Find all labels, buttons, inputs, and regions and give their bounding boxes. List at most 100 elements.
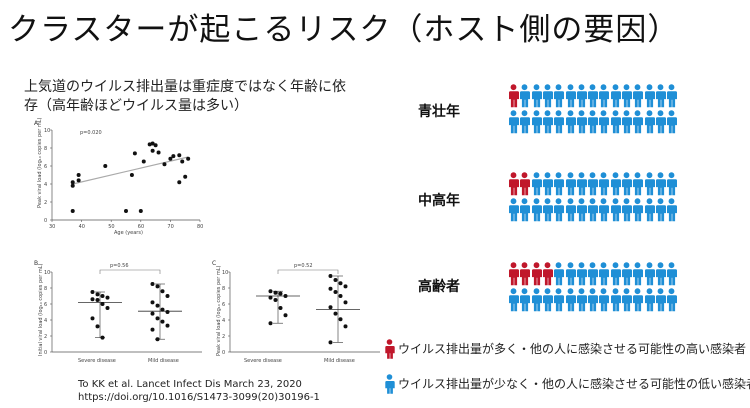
- panel-a-y-tick-label: 0: [44, 218, 47, 224]
- blue-person-icon: [554, 172, 565, 196]
- panel-b-point: [100, 335, 105, 340]
- panel-c-bracket: [277, 269, 339, 274]
- panel-a-y-tick-label: 8: [44, 146, 47, 152]
- panel-b-point: [150, 282, 155, 286]
- panel-b-point: [90, 297, 95, 302]
- group-label-young-adults: 青壮年: [418, 104, 460, 120]
- blue-person-icon: [622, 84, 632, 108]
- blue-person-icon: [576, 198, 587, 222]
- blue-person-icon: [385, 374, 395, 394]
- panel-b-point: [155, 303, 160, 308]
- panel-a-point: [180, 159, 185, 164]
- blue-person-icon: [588, 110, 599, 134]
- panel-c-point: [338, 294, 343, 298]
- blue-person-icon: [542, 172, 553, 196]
- panel-a-x-tick-label: 50: [108, 224, 114, 230]
- panel-a-xlabel: Age (years): [114, 230, 143, 236]
- panel-b-y-tick-label: 8: [44, 286, 47, 292]
- panel-b-point: [165, 310, 170, 314]
- blue-person-icon: [554, 198, 565, 222]
- panel-c-point: [343, 284, 348, 289]
- panel-a-ylabel: Peak viral load (log₁₀ copies per mL): [37, 117, 43, 208]
- panel-a-point: [103, 164, 108, 168]
- panel-c-point: [328, 286, 333, 291]
- panel-c-point: [273, 290, 278, 295]
- panel-c-y-tick-label: 0: [222, 350, 225, 356]
- panel-c-chart: C p=0.52 Peak viral load (log₁₀ copies p…: [212, 260, 380, 364]
- panel-a-y-tick-label: 2: [44, 200, 47, 206]
- panel-a-y-tick-label: 6: [44, 164, 47, 170]
- panel-b-point: [165, 323, 170, 328]
- panel-a-point: [124, 209, 128, 213]
- panel-a-x-tick-label: 70: [167, 224, 173, 230]
- blue-person-icon: [542, 110, 553, 134]
- panel-a-point: [150, 141, 155, 146]
- blue-person-icon: [655, 262, 666, 286]
- blue-person-icon: [520, 198, 531, 222]
- blue-person-icon: [667, 198, 678, 222]
- panel-b-point: [155, 284, 160, 289]
- blue-person-icon: [554, 84, 565, 108]
- panel-b-y-tick-label: 6: [44, 302, 47, 308]
- panel-a-pvalue: p=0.020: [80, 130, 102, 136]
- blue-person-icon: [610, 110, 621, 134]
- panel-b-chart: B p=0.56 Initial viral load (log₁₀ copie…: [34, 260, 202, 364]
- panel-b-cat1: Severe disease: [78, 358, 116, 364]
- blue-person-icon: [588, 84, 599, 108]
- panel-c-point: [268, 321, 273, 326]
- blue-person-icon: [644, 288, 655, 312]
- panel-c-y-tick-label: 10: [222, 270, 228, 276]
- panel-b-point: [105, 295, 110, 300]
- panel-a-point: [183, 174, 188, 179]
- blue-person-icon: [565, 198, 576, 222]
- panel-c-point: [268, 289, 273, 294]
- panel-c-pvalue: p=0.52: [294, 263, 313, 269]
- red-person-icon: [509, 172, 519, 196]
- blue-person-icon: [633, 172, 644, 196]
- panel-c-point: [278, 306, 283, 310]
- blue-person-icon: [655, 198, 666, 222]
- blue-person-icon: [610, 198, 621, 222]
- panel-c-point: [283, 294, 288, 298]
- blue-person-icon: [622, 262, 632, 286]
- panel-c-figure: C p=0.52 Peak viral load (log₁₀ copies p…: [206, 256, 386, 372]
- blue-person-icon: [610, 172, 621, 196]
- panel-b-bracket: [99, 269, 161, 274]
- panel-b-y-tick-label: 0: [44, 350, 47, 356]
- panel-a-y-tick-label: 10: [44, 128, 50, 134]
- panel-c-ylabel: Peak viral load (log₁₀ copies per mL): [216, 265, 222, 356]
- panel-c-point: [343, 300, 348, 305]
- blue-person-icon: [644, 110, 655, 134]
- panel-a-trend-line: [72, 156, 189, 185]
- blue-person-icon: [588, 198, 599, 222]
- red-person-icon: [531, 262, 542, 286]
- panel-b-point: [100, 302, 105, 306]
- panel-b-point: [160, 307, 165, 312]
- blue-person-icon: [622, 172, 632, 196]
- panel-c-point: [328, 274, 333, 278]
- blue-person-icon: [655, 84, 666, 108]
- blue-person-icon: [599, 198, 610, 222]
- red-person-icon: [520, 262, 531, 286]
- blue-person-icon: [610, 84, 621, 108]
- panel-a-y-tick-label: 4: [44, 182, 47, 188]
- panel-a-point: [156, 150, 161, 155]
- panel-b-point: [160, 319, 165, 324]
- panel-a-point: [186, 156, 191, 161]
- blue-person-icon: [509, 110, 519, 134]
- blue-person-icon: [655, 172, 666, 196]
- blue-person-icon: [565, 84, 576, 108]
- panel-c-point: [283, 313, 288, 318]
- blue-person-icon: [667, 172, 678, 196]
- panel-c-point: [343, 324, 348, 329]
- panel-a-x-tick-label: 40: [79, 224, 85, 230]
- blue-person-icon: [622, 110, 632, 134]
- blue-person-icon: [644, 172, 655, 196]
- blue-person-icon: [633, 198, 644, 222]
- citation-doi: https://doi.org/10.1016/S1473-3099(20)30…: [78, 392, 320, 403]
- panel-b-point: [95, 324, 100, 329]
- panel-a-chart: A p=0.020 Peak viral load (log₁₀ copies …: [34, 117, 203, 236]
- panel-c-y-tick-label: 8: [222, 286, 225, 292]
- panel-b-point: [95, 298, 100, 302]
- blue-person-icon: [576, 110, 587, 134]
